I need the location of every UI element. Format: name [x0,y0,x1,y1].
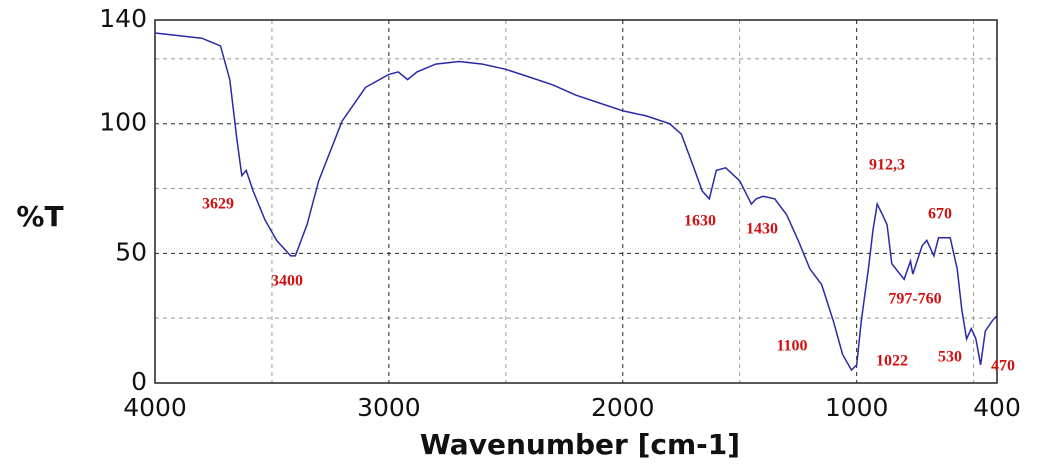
peak-annotation: 797-760 [888,291,941,308]
peak-annotation: 3629 [202,196,234,213]
y-tick-label: 0 [131,367,147,396]
x-axis-label: Wavenumber [cm-1] [420,428,740,461]
peak-annotation: 1430 [746,221,778,238]
x-tick-label: 3000 [357,393,421,422]
x-tick-label: 1000 [825,393,889,422]
peak-annotation: 470 [991,358,1015,375]
peak-annotation: 1022 [876,353,908,370]
y-tick-label: 100 [99,108,147,137]
peak-annotation: 670 [928,206,952,223]
x-tick-label: 400 [973,393,1021,422]
peak-annotation: 1630 [684,213,716,230]
peak-annotation: 912,3 [869,157,905,174]
y-axis-label: %T [16,200,63,233]
spectrum-line [154,32,998,372]
peak-annotation: 530 [938,349,962,366]
y-tick-label: 50 [115,237,147,266]
x-tick-label: 2000 [591,393,655,422]
peak-annotation: 1100 [776,338,807,355]
y-tick-label: 140 [99,4,147,33]
x-tick-label: 4000 [123,393,187,422]
plot-frame [154,19,998,384]
peak-annotation: 3400 [271,273,303,290]
